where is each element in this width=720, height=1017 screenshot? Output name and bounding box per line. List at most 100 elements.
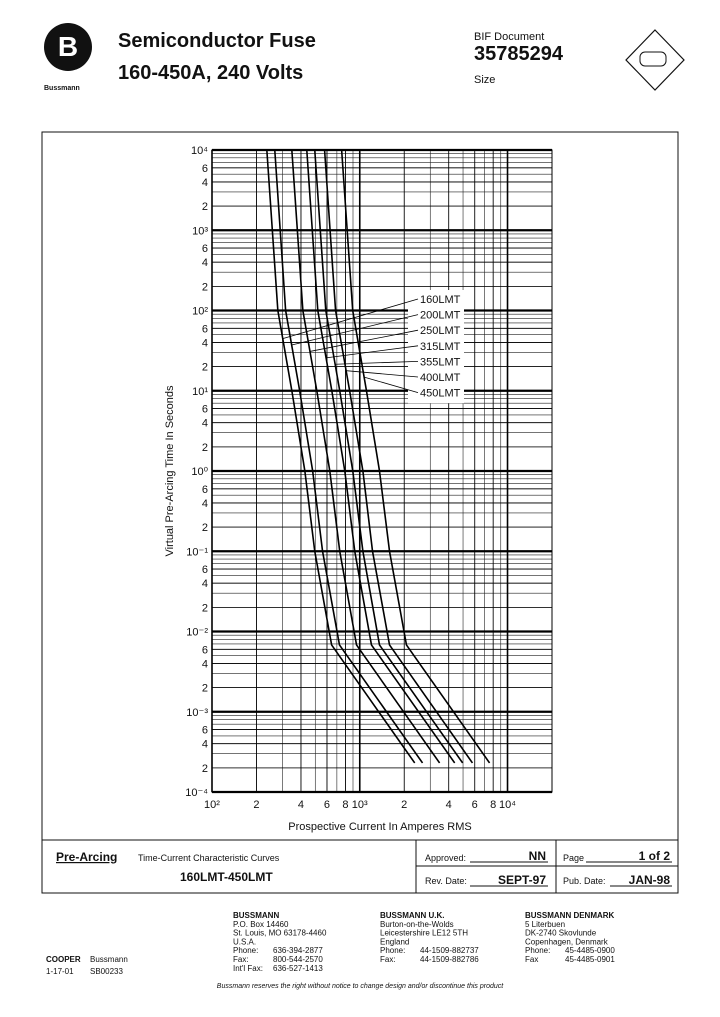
address-line: St. Louis, MO 63178-4460 [233, 929, 327, 938]
legend-label: 315LMT [420, 341, 461, 353]
legend-label: 400LMT [420, 372, 461, 384]
office-name: BUSSMANN DENMARK [525, 911, 615, 920]
y-tick-label: 10⁻⁴ [185, 787, 208, 799]
address-line: DK-2740 Skovlunde [525, 929, 597, 938]
contact-value: 636-394-2877 [273, 946, 323, 955]
fuse-icon-body [639, 51, 667, 67]
address-line: Leicestershire LE12 5TH [380, 929, 468, 938]
contact-label: Int'l Fax: [233, 964, 263, 973]
address-line: P.O. Box 14460 [233, 920, 289, 929]
y-tick-label: 4 [202, 418, 208, 430]
part: 160LMT-450LMT [180, 870, 273, 884]
y-tick-label: 6 [202, 725, 208, 737]
legend-leader [291, 314, 419, 346]
logo-mark: B [58, 31, 78, 62]
x-tick-label: 6 [472, 799, 478, 811]
brand: Bussmann [44, 85, 80, 92]
doc-label: BIF Document [474, 31, 544, 43]
legend-leader [326, 345, 419, 359]
y-tick-label: 10³ [192, 225, 208, 237]
contact-label: Phone: [233, 946, 258, 955]
y-tick-label: 10⁻¹ [186, 546, 208, 558]
x-tick-label: 4 [298, 799, 304, 811]
legend-label: 355LMT [420, 356, 461, 368]
curve [273, 149, 424, 764]
y-tick-label: 6 [202, 163, 208, 175]
logo [44, 23, 92, 71]
x-tick-label: 10³ [352, 799, 368, 811]
curve [291, 149, 441, 764]
cooper-logo-sub: Bussmann [90, 955, 128, 964]
pub: JAN-98 [629, 873, 671, 887]
page: 1 of 2 [639, 849, 671, 863]
legend-leader [364, 376, 419, 393]
contact-label: Fax: [233, 955, 249, 964]
rev-label: Rev. Date: [425, 876, 467, 886]
y-tick-label: 10⁻² [186, 627, 208, 639]
x-tick-label: 4 [446, 799, 452, 811]
y-axis-title: Virtual Pre-Arcing Time In Seconds [164, 385, 176, 556]
office-name: BUSSMANN U.K. [380, 911, 444, 920]
legend-leader [335, 361, 419, 365]
size-label: Size [474, 74, 495, 86]
y-tick-label: 2 [202, 442, 208, 454]
doc-number: 35785294 [474, 43, 564, 65]
date: 1-17-01 [46, 967, 74, 976]
legend-leader [282, 298, 419, 339]
curve [266, 149, 416, 764]
contact-value: 636-527-1413 [273, 964, 323, 973]
legend-box [408, 290, 464, 404]
y-tick-label: 10¹ [192, 386, 208, 398]
title: Semiconductor Fuse [118, 30, 316, 52]
subtitle: 160-450A, 240 Volts [118, 62, 303, 84]
y-tick-label: 10² [192, 306, 208, 318]
legend-label: 250LMT [420, 325, 461, 337]
pub-label: Pub. Date: [563, 876, 606, 886]
address-line: England [380, 937, 409, 946]
page-label: Page [563, 853, 584, 863]
cooper-logo: COOPER [46, 955, 81, 964]
y-tick-label: 10⁻³ [186, 707, 208, 719]
y-tick-label: 2 [202, 362, 208, 374]
curve [313, 149, 464, 764]
y-tick-label: 2 [202, 522, 208, 534]
y-tick-label: 2 [202, 763, 208, 775]
x-axis-title: Prospective Current In Amperes RMS [288, 821, 471, 833]
y-tick-label: 6 [202, 484, 208, 496]
contact-label: Fax [525, 955, 538, 964]
x-tick-label: 2 [401, 799, 407, 811]
y-tick-label: 10⁰ [191, 466, 208, 478]
y-tick-label: 2 [202, 683, 208, 695]
description: Time-Current Characteristic Curves [138, 853, 280, 863]
contact-label: Phone: [525, 946, 550, 955]
x-tick-label: 2 [253, 799, 259, 811]
y-tick-label: 6 [202, 564, 208, 576]
y-tick-label: 6 [202, 323, 208, 335]
x-tick-label: 10² [204, 799, 220, 811]
address-line: Burton-on-the-Wolds [380, 920, 454, 929]
x-tick-label: 10⁴ [499, 799, 516, 811]
x-tick-label: 6 [324, 799, 330, 811]
y-tick-label: 6 [202, 644, 208, 656]
curve [340, 149, 491, 764]
y-tick-label: 4 [202, 578, 208, 590]
y-tick-label: 4 [202, 337, 208, 349]
address-line: Copenhagen, Denmark [525, 937, 609, 946]
contact-label: Fax: [380, 955, 396, 964]
address-line: U.S.A. [233, 937, 256, 946]
y-tick-label: 4 [202, 498, 208, 510]
y-tick-label: 2 [202, 281, 208, 293]
rev: SEPT-97 [498, 873, 546, 887]
contact-value: 45-4485-0901 [565, 955, 615, 964]
y-tick-label: 4 [202, 739, 208, 751]
address-line: 5 Literbuen [525, 920, 565, 929]
y-tick-label: 6 [202, 404, 208, 416]
contact-value: 45-4485-0900 [565, 946, 615, 955]
office-name: BUSSMANN [233, 911, 279, 920]
plot-frame [211, 149, 553, 793]
y-tick-label: 2 [202, 201, 208, 213]
y-tick-label: 4 [202, 257, 208, 269]
approved-label: Approved: [425, 853, 466, 863]
legend-label: 450LMT [420, 388, 461, 400]
